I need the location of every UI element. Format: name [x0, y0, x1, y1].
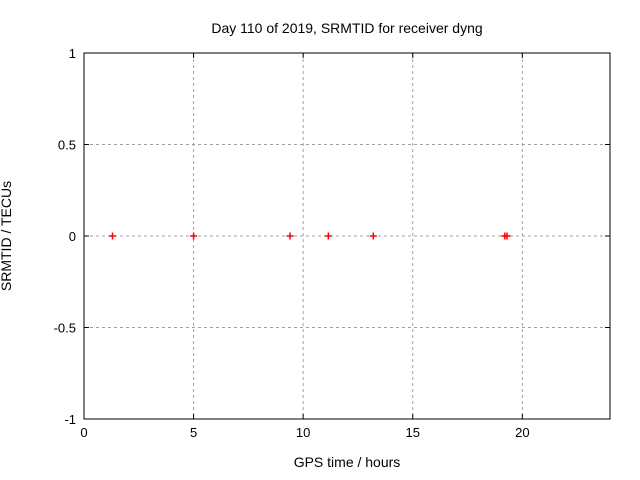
data-point-marker	[369, 232, 377, 240]
y-tick-label: 1	[69, 46, 76, 61]
x-tick-label: 5	[190, 425, 197, 440]
x-tick-label: 0	[80, 425, 87, 440]
data-point-marker	[286, 232, 294, 240]
y-tick-label: -0.5	[54, 321, 76, 336]
data-point-marker	[503, 232, 511, 240]
data-point-marker	[324, 232, 332, 240]
chart-title: Day 110 of 2019, SRMTID for receiver dyn…	[211, 20, 483, 36]
x-tick-label: 10	[296, 425, 310, 440]
x-axis-label: GPS time / hours	[293, 454, 401, 470]
x-tick-label: 20	[515, 425, 529, 440]
y-tick-label: -1	[64, 412, 76, 427]
data-point-marker	[190, 232, 198, 240]
y-tick-label: 0	[69, 229, 76, 244]
y-tick-label: 0.5	[58, 138, 76, 153]
x-tick-label: 15	[406, 425, 420, 440]
data-point-marker	[108, 232, 116, 240]
